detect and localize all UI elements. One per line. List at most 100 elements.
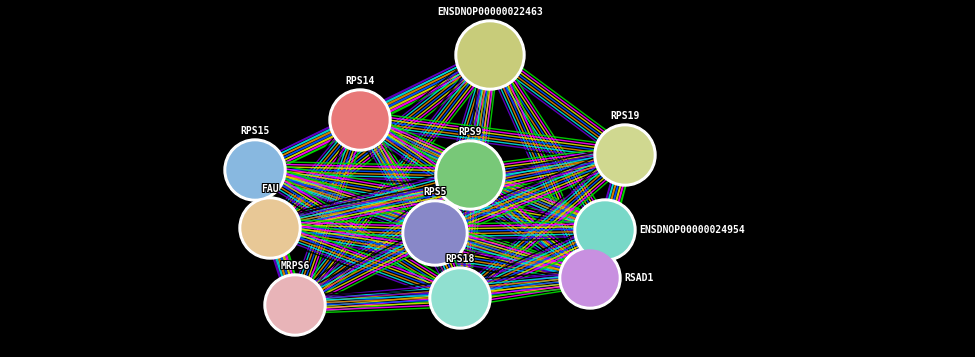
Text: ENSDNOP00000024954: ENSDNOP00000024954: [639, 225, 745, 235]
Text: RPS14: RPS14: [344, 77, 373, 87]
Text: RPS9: RPS9: [459, 126, 483, 136]
Text: RPS14: RPS14: [344, 75, 373, 85]
Text: ENSDNOP00000024954: ENSDNOP00000024954: [640, 225, 746, 235]
Text: RPS19: RPS19: [609, 111, 639, 121]
Text: RPS5: RPS5: [422, 186, 446, 196]
Text: FAU: FAU: [261, 185, 279, 195]
Text: RPS15: RPS15: [239, 127, 269, 137]
Text: RSAD1: RSAD1: [623, 274, 652, 284]
Text: RPS18: RPS18: [446, 255, 475, 265]
Circle shape: [267, 277, 323, 333]
Text: RSAD1: RSAD1: [624, 274, 653, 284]
Text: RPS5: RPS5: [423, 188, 447, 198]
Text: MRPS6: MRPS6: [279, 261, 309, 271]
Text: RPS15: RPS15: [240, 125, 270, 135]
Circle shape: [332, 92, 388, 148]
Text: RPS19: RPS19: [610, 110, 640, 120]
Text: ENSDNOP00000024954: ENSDNOP00000024954: [639, 226, 745, 236]
Text: RPS5: RPS5: [422, 187, 446, 197]
Text: MRPS6: MRPS6: [282, 261, 311, 271]
Text: MRPS6: MRPS6: [281, 261, 310, 271]
Text: RSAD1: RSAD1: [624, 272, 653, 282]
Circle shape: [329, 89, 391, 151]
Circle shape: [242, 200, 298, 256]
Text: RPS19: RPS19: [611, 112, 641, 122]
Circle shape: [435, 140, 505, 210]
Text: RSAD1: RSAD1: [623, 273, 652, 283]
Text: RPS9: RPS9: [459, 128, 483, 138]
Text: RPS14: RPS14: [346, 77, 375, 87]
Text: RPS18: RPS18: [447, 254, 476, 264]
Text: RPS15: RPS15: [240, 126, 270, 136]
Circle shape: [264, 274, 326, 336]
Circle shape: [432, 270, 488, 326]
Text: ENSDNOP00000024954: ENSDNOP00000024954: [639, 224, 745, 234]
Text: RPS18: RPS18: [447, 253, 476, 263]
Circle shape: [227, 142, 283, 198]
Text: ENSDNOP00000022463: ENSDNOP00000022463: [436, 7, 542, 17]
Text: RPS18: RPS18: [447, 255, 476, 265]
Text: ENSDNOP00000022463: ENSDNOP00000022463: [436, 6, 542, 16]
Text: RPS19: RPS19: [611, 111, 641, 121]
Text: RPS18: RPS18: [446, 254, 475, 264]
Text: ENSDNOP00000022463: ENSDNOP00000022463: [436, 8, 542, 18]
Text: ENSDNOP00000022463: ENSDNOP00000022463: [438, 7, 544, 17]
Text: RPS14: RPS14: [346, 76, 375, 86]
Text: FAU: FAU: [260, 183, 278, 193]
Text: RPS14: RPS14: [345, 75, 374, 85]
Text: RSAD1: RSAD1: [625, 273, 654, 283]
Text: RSAD1: RSAD1: [625, 272, 654, 282]
Text: FAU: FAU: [261, 183, 279, 193]
Text: RPS5: RPS5: [423, 187, 447, 197]
Circle shape: [224, 139, 286, 201]
Text: RPS14: RPS14: [345, 76, 374, 86]
Text: RPS5: RPS5: [424, 187, 448, 197]
Circle shape: [562, 250, 618, 306]
Text: RPS18: RPS18: [446, 253, 475, 263]
Text: FAU: FAU: [260, 185, 278, 195]
Text: MRPS6: MRPS6: [282, 262, 311, 272]
Text: ENSDNOP00000024954: ENSDNOP00000024954: [638, 226, 744, 236]
Text: FAU: FAU: [261, 184, 279, 194]
Text: RPS18: RPS18: [445, 255, 474, 265]
Circle shape: [458, 23, 522, 87]
Text: RPS18: RPS18: [445, 254, 474, 264]
Text: ENSDNOP00000024954: ENSDNOP00000024954: [638, 224, 744, 234]
Text: MRPS6: MRPS6: [279, 262, 309, 272]
Circle shape: [239, 197, 301, 259]
Text: RPS15: RPS15: [242, 127, 271, 137]
Text: RPS19: RPS19: [609, 112, 639, 122]
Text: FAU: FAU: [262, 184, 280, 194]
Text: ENSDNOP00000022463: ENSDNOP00000022463: [438, 6, 544, 16]
Circle shape: [577, 202, 633, 258]
Text: RPS5: RPS5: [424, 186, 448, 196]
Circle shape: [594, 124, 656, 186]
Text: RPS15: RPS15: [240, 127, 270, 137]
Text: RPS5: RPS5: [422, 188, 446, 198]
Text: RPS14: RPS14: [346, 75, 375, 85]
Text: RPS5: RPS5: [424, 188, 448, 198]
Text: RSAD1: RSAD1: [624, 273, 653, 283]
Circle shape: [402, 200, 468, 266]
Text: RPS19: RPS19: [609, 110, 639, 120]
Text: RPS9: RPS9: [457, 126, 481, 136]
Text: ENSDNOP00000022463: ENSDNOP00000022463: [437, 7, 543, 17]
Text: RSAD1: RSAD1: [623, 272, 652, 282]
Text: MRPS6: MRPS6: [281, 260, 310, 270]
Text: RPS14: RPS14: [345, 77, 374, 87]
Text: RPS9: RPS9: [458, 128, 482, 138]
Circle shape: [574, 199, 636, 261]
Circle shape: [438, 143, 502, 207]
Circle shape: [429, 267, 491, 329]
Circle shape: [405, 203, 465, 263]
Circle shape: [455, 20, 525, 90]
Text: RPS9: RPS9: [457, 128, 481, 138]
Text: ENSDNOP00000022463: ENSDNOP00000022463: [438, 8, 544, 18]
Text: ENSDNOP00000022463: ENSDNOP00000022463: [437, 6, 543, 16]
Text: RPS19: RPS19: [611, 110, 641, 120]
Text: RPS9: RPS9: [457, 127, 481, 137]
Text: ENSDNOP00000024954: ENSDNOP00000024954: [640, 224, 746, 234]
Text: MRPS6: MRPS6: [279, 260, 309, 270]
Text: RPS9: RPS9: [458, 126, 482, 136]
Circle shape: [597, 127, 653, 183]
